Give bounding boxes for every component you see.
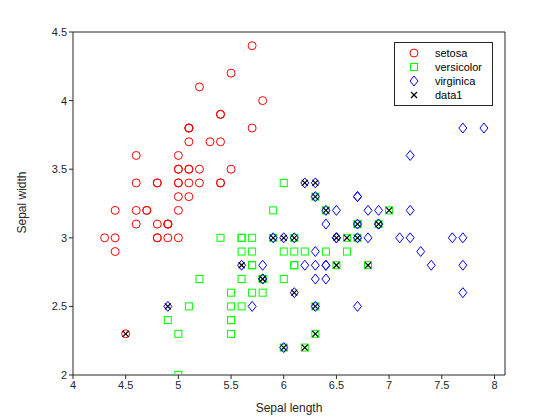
svg-text:6: 6	[281, 379, 287, 391]
svg-text:5.5: 5.5	[223, 379, 238, 391]
svg-text:4.5: 4.5	[118, 379, 133, 391]
html-text:data1: data1	[434, 89, 463, 101]
svg-text:4.5: 4.5	[52, 26, 67, 38]
svg-text:7.5: 7.5	[434, 379, 449, 391]
svg-text:7: 7	[386, 379, 392, 391]
html-text:virginica: virginica	[434, 75, 476, 87]
svg-text:2.5: 2.5	[52, 300, 67, 312]
svg-text:6.5: 6.5	[329, 379, 344, 391]
svg-text:Sepal width: Sepal width	[15, 171, 29, 233]
svg-text:3.5: 3.5	[52, 163, 67, 175]
html-text:setosa: setosa	[434, 47, 468, 59]
svg-text:Sepal length: Sepal length	[256, 401, 323, 415]
svg-text:3: 3	[61, 232, 67, 244]
html-text:versicolor: versicolor	[434, 61, 482, 73]
svg-text:4: 4	[61, 95, 67, 107]
svg-text:8: 8	[491, 379, 497, 391]
svg-text:5: 5	[175, 379, 181, 391]
svg-text:4: 4	[70, 379, 76, 391]
svg-text:2: 2	[61, 369, 67, 381]
